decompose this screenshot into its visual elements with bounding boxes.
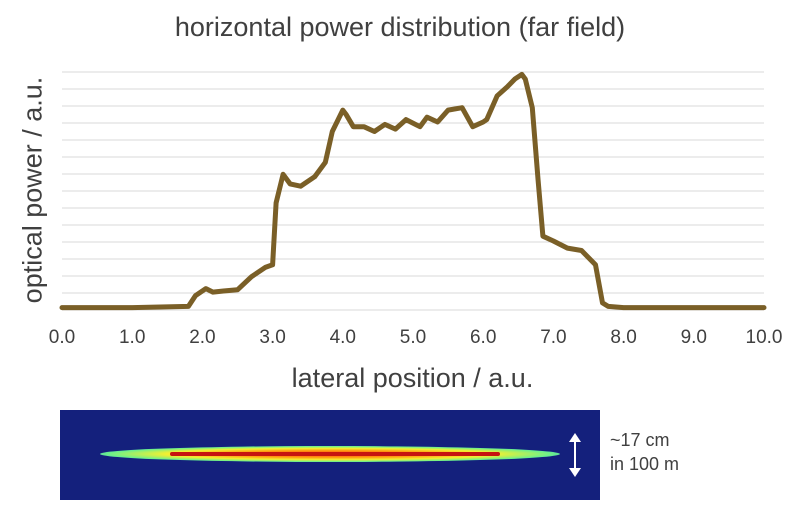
x-tick-label: 6.0 — [470, 327, 496, 348]
x-tick-label: 8.0 — [610, 327, 636, 348]
x-tick-label: 1.0 — [119, 327, 145, 348]
annotation-line-2: in 100 m — [610, 454, 680, 474]
x-tick-label: 3.0 — [259, 327, 285, 348]
x-tick-label: 9.0 — [681, 327, 707, 348]
gridlines — [62, 71, 764, 311]
x-tick-label: 5.0 — [400, 327, 426, 348]
beam-core — [170, 452, 500, 456]
power-distribution-chart: 0.0 1.0 2.0 3.0 4.0 5.0 6.0 7.0 8.0 9.0 10.0 — [49, 71, 783, 348]
double-arrow-icon — [569, 433, 581, 477]
x-tick-label: 7.0 — [540, 327, 566, 348]
power-distribution-line — [59, 71, 767, 311]
x-tick-label: 0.0 — [49, 327, 75, 348]
x-tick-label: 10.0 — [746, 327, 783, 348]
x-tick-label: 4.0 — [330, 327, 356, 348]
chart-title: horizontal power distribution (far field… — [174, 12, 626, 42]
beam-size-annotation: ~17 cm in 100 m — [610, 428, 679, 476]
y-axis-label: optical power / a.u. — [17, 76, 48, 304]
x-tick-label: 2.0 — [189, 327, 215, 348]
annotation-line-1: ~17 cm — [610, 430, 670, 450]
far-field-beam-image — [60, 410, 600, 500]
x-axis-label: lateral position / a.u. — [291, 363, 534, 393]
x-tick-labels: 0.0 1.0 2.0 3.0 4.0 5.0 6.0 7.0 8.0 9.0 10.0 — [49, 327, 783, 348]
